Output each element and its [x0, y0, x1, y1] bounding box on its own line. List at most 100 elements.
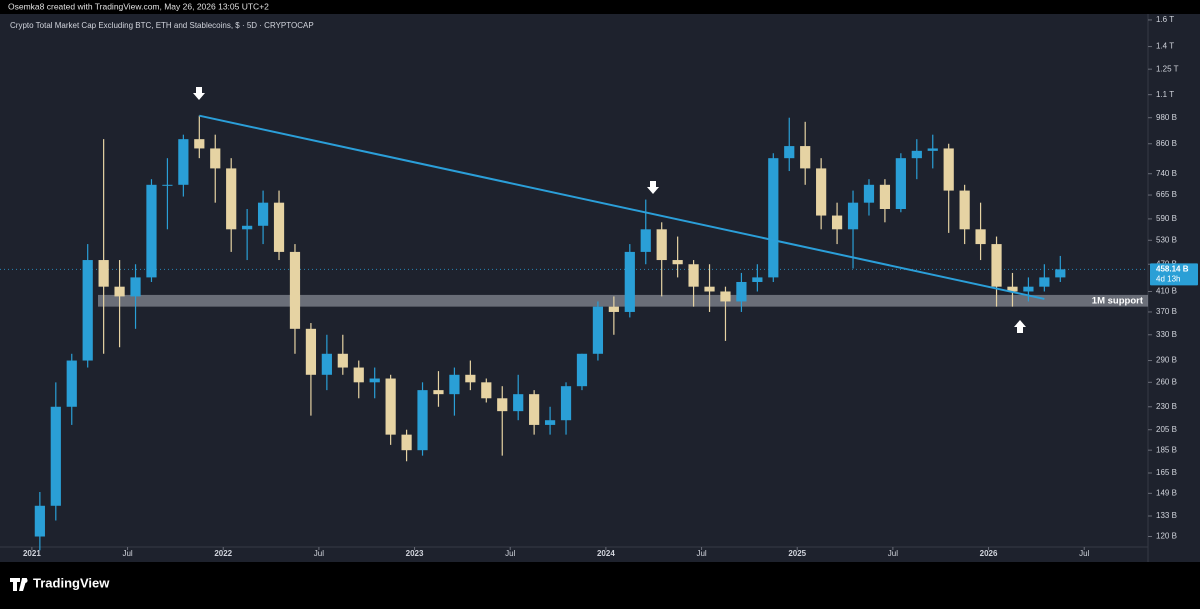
y-tick-label: 1.6 T — [1156, 15, 1174, 24]
arrow — [647, 181, 659, 194]
x-tick-label: 2024 — [597, 549, 615, 558]
y-tick-label: 330 B — [1156, 330, 1177, 339]
price-label-bg — [1150, 263, 1198, 286]
candle-body — [417, 390, 428, 451]
candle-body — [704, 286, 715, 292]
y-tick-label: 185 B — [1156, 445, 1177, 454]
countdown: 4d 13h — [1156, 274, 1180, 283]
candle-body — [162, 184, 173, 186]
candle-body — [816, 168, 827, 216]
candle-body — [433, 390, 444, 395]
candle-body — [592, 306, 604, 354]
candle-body — [529, 394, 540, 425]
y-tick-label: 260 B — [1156, 377, 1177, 386]
y-tick-label: 980 B — [1156, 113, 1177, 122]
candle-body — [640, 229, 651, 252]
candle-body — [130, 277, 141, 297]
candle-body — [146, 184, 157, 278]
candle-body — [114, 286, 125, 297]
y-tick-label: 860 B — [1156, 139, 1177, 148]
x-tick-label: Jul — [1079, 549, 1089, 558]
y-tick-label: 205 B — [1156, 425, 1177, 434]
candle-body — [736, 281, 747, 302]
candle-body — [353, 367, 364, 383]
candle-body — [385, 378, 396, 435]
candle-body — [513, 394, 524, 412]
x-tick-label: 2025 — [788, 549, 806, 558]
candle-body — [242, 225, 253, 230]
chart-background — [0, 14, 1200, 562]
arrow — [193, 87, 205, 100]
candle-body — [911, 150, 922, 159]
trendline — [199, 114, 1045, 300]
candle-body — [608, 306, 619, 312]
candle-body — [672, 260, 683, 265]
candle-body — [560, 386, 572, 421]
brand: TradingView — [33, 575, 110, 590]
x-tick-label: 2021 — [23, 549, 41, 558]
y-tick-label: 1.1 T — [1156, 90, 1174, 99]
candle-body — [688, 264, 699, 287]
y-tick-label: 410 B — [1156, 287, 1177, 296]
candle-body — [720, 291, 731, 302]
x-tick-label: 2023 — [406, 549, 424, 558]
y-tick-label: 1.4 T — [1156, 42, 1174, 51]
candle-body — [975, 229, 986, 245]
y-tick-label: 530 B — [1156, 235, 1177, 244]
candle-body — [497, 398, 508, 412]
chart-title: Crypto Total Market Cap Excluding BTC, E… — [10, 21, 314, 30]
candle-body — [289, 251, 301, 329]
x-tick-label: Jul — [122, 549, 132, 558]
y-tick-label: 149 B — [1156, 488, 1177, 497]
candle-body — [210, 148, 221, 169]
candle-body — [321, 353, 332, 375]
candle-body — [1023, 286, 1034, 292]
x-tick-label: Jul — [888, 549, 898, 558]
y-tick-label: 740 B — [1156, 169, 1177, 178]
candle-body — [337, 353, 348, 368]
candle-body — [1039, 277, 1050, 287]
candle-body — [943, 148, 954, 191]
credit: Osemka8 created with TradingView.com, Ma… — [8, 1, 269, 11]
candle-body — [178, 139, 189, 185]
x-tick-label: Jul — [314, 549, 324, 558]
candle-body — [273, 202, 285, 252]
candle-body — [991, 244, 1002, 287]
y-tick-label: 590 B — [1156, 214, 1177, 223]
y-tick-label: 133 B — [1156, 511, 1177, 520]
candle-body — [831, 215, 843, 230]
candle-body — [879, 184, 891, 210]
candle-body — [959, 190, 970, 230]
y-tick-label: 370 B — [1156, 307, 1177, 316]
y-tick-label: 1.25 T — [1156, 64, 1179, 73]
candle-body — [66, 360, 77, 407]
candle-body — [624, 251, 635, 312]
candle-body — [194, 139, 205, 149]
candle-body — [784, 146, 795, 159]
candle-body — [800, 146, 811, 169]
y-tick-label: 230 B — [1156, 402, 1177, 411]
y-tick-label: 290 B — [1156, 356, 1177, 365]
brand-logo: TradingView — [10, 575, 110, 591]
support-zone — [98, 294, 1148, 307]
candle-body — [50, 406, 61, 506]
x-tick-label: 2026 — [980, 549, 998, 558]
x-tick-label: 2022 — [214, 549, 232, 558]
candle-body — [544, 420, 556, 425]
candle-body — [1055, 269, 1066, 278]
candle-body — [98, 260, 109, 287]
candle-body — [401, 434, 412, 451]
plot: 1.6 T 1.4 T 1.25 T 1.1 T 980 B 860 B 740 B 665 … — [0, 15, 1198, 558]
x-tick-label: Jul — [505, 549, 515, 558]
y-tick-label: 120 B — [1156, 532, 1177, 541]
y-tick-label: 665 B — [1156, 190, 1177, 199]
candle-body — [847, 202, 859, 230]
candle-body — [927, 148, 938, 151]
candle-body — [752, 277, 763, 282]
candle-body — [895, 158, 906, 210]
candle-body — [656, 229, 667, 261]
candle-body — [449, 374, 460, 395]
zone-label: 1M support — [1092, 295, 1144, 306]
